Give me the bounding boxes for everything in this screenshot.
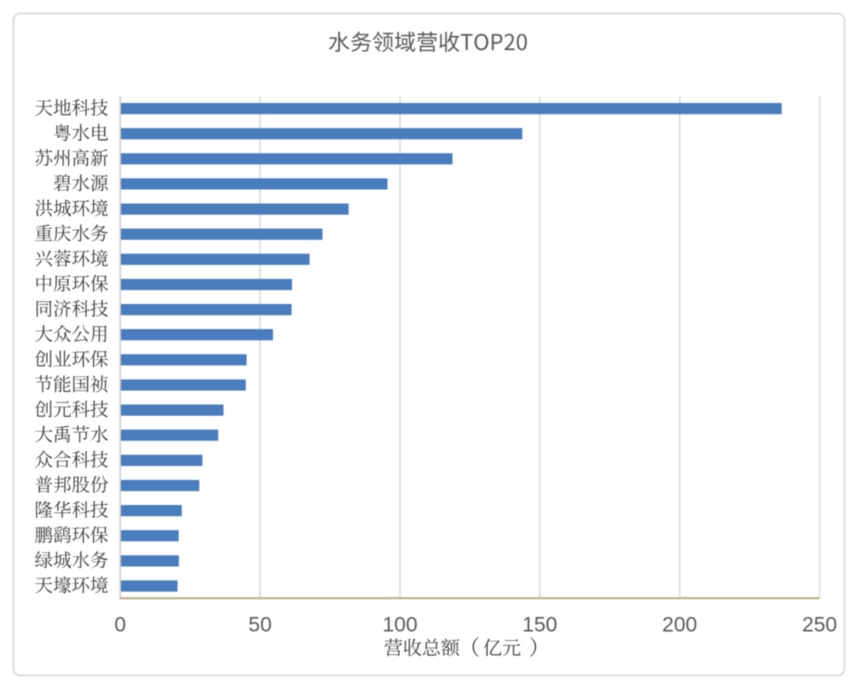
svg-text:250: 250: [802, 613, 837, 636]
svg-text:100: 100: [382, 613, 417, 636]
svg-text:200: 200: [662, 613, 697, 636]
svg-text:0: 0: [114, 613, 126, 636]
svg-text:150: 150: [522, 613, 557, 636]
svg-text:50: 50: [248, 613, 271, 636]
